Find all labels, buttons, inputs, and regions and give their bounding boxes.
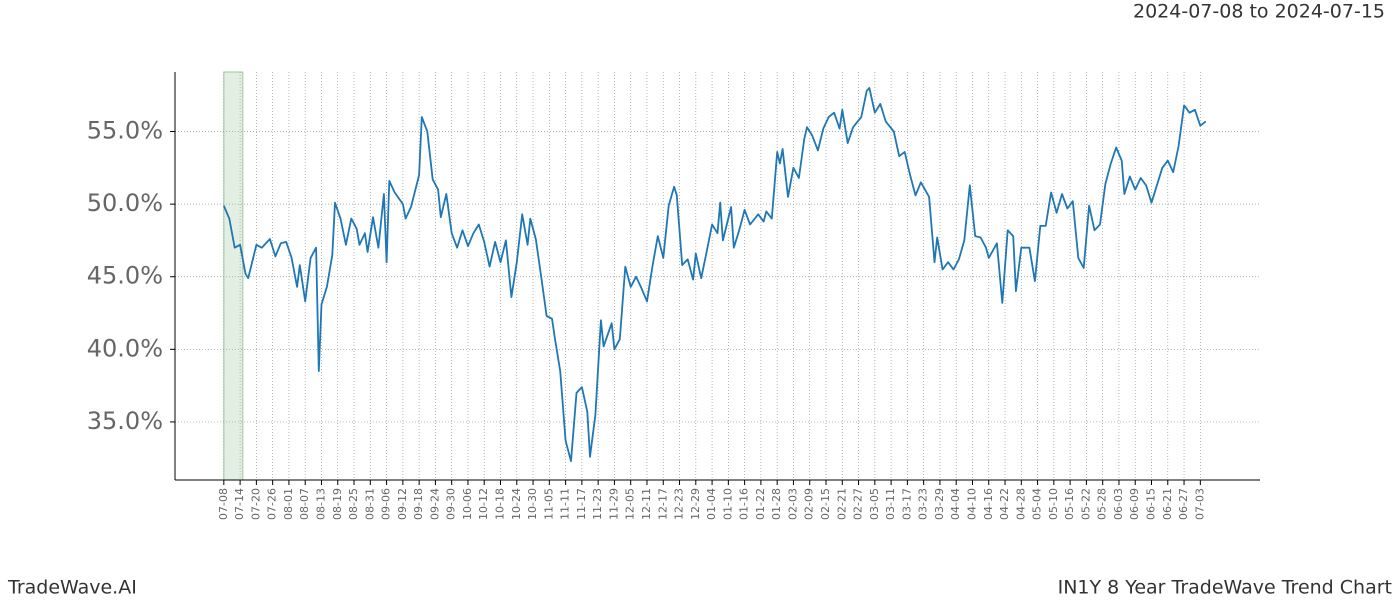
x-tick-label: 09-18 [412,488,425,520]
x-tick-label: 01-04 [705,488,718,520]
x-tick-label: 03-17 [900,488,913,520]
x-tick-label: 09-30 [445,488,458,520]
x-tick-label: 10-30 [526,488,539,520]
x-tick-label: 08-01 [282,488,295,520]
x-tick-label: 11-11 [559,488,572,520]
x-tick-label: 02-21 [835,488,848,520]
x-tick-label: 02-15 [819,488,832,520]
x-tick-label: 10-24 [510,488,523,520]
trend-line [222,87,1207,462]
x-tick-label: 01-16 [738,488,751,520]
date-range: 2024-07-08 to 2024-07-15 [1133,1,1385,23]
x-tick-label: 08-13 [314,488,327,520]
y-tick-label: 40.0% [87,334,163,362]
x-tick-label: 03-23 [917,488,930,520]
x-tick-label: 04-28 [1014,488,1027,520]
x-tick-label: 05-22 [1079,488,1092,520]
x-tick-label: 11-17 [575,488,588,520]
x-tick-label: 08-31 [363,488,376,520]
x-tick-label: 02-03 [786,488,799,520]
x-tick-label: 11-29 [607,488,620,520]
x-tick-label: 01-28 [770,488,783,520]
x-tick-label: 06-15 [1145,488,1158,520]
x-tick-label: 09-06 [380,488,393,520]
x-tick-label: 02-09 [803,488,816,520]
x-tick-label: 11-23 [591,488,604,520]
x-tick-label: 11-05 [542,488,555,520]
x-tick-label: 08-07 [298,488,311,520]
x-tick-label: 05-28 [1096,488,1109,520]
x-tick-label: 02-27 [852,488,865,520]
x-tick-label: 12-11 [640,488,653,520]
x-tick-label: 05-04 [1031,488,1044,520]
y-tick-label: 35.0% [87,407,163,435]
x-tick-label: 07-20 [249,488,262,520]
x-tick-label: 04-22 [998,488,1011,520]
x-tick-label: 09-24 [428,488,441,520]
x-tick-label: 04-04 [949,488,962,520]
x-tick-label: 07-14 [233,488,246,520]
x-tick-label: 07-26 [266,488,279,520]
x-tick-label: 10-18 [494,488,507,520]
x-tick-label: 04-10 [965,488,978,520]
x-tick-label: 01-10 [721,488,734,520]
x-tick-label: 06-03 [1112,488,1125,520]
x-tick-label: 03-11 [884,488,897,520]
x-tick-label: 12-05 [624,488,637,520]
x-tick-label: 05-10 [1047,488,1060,520]
x-tick-label: 07-03 [1193,488,1206,520]
x-tick-label: 10-06 [461,488,474,520]
x-tick-label: 05-16 [1063,488,1076,520]
x-tick-label: 06-21 [1161,488,1174,520]
chart-title: IN1Y 8 Year TradeWave Trend Chart [1058,577,1392,599]
x-tick-label: 03-29 [933,488,946,520]
x-tick-label: 12-23 [673,488,686,520]
x-tick-label: 09-12 [396,488,409,520]
x-tick-label: 06-09 [1128,488,1141,520]
x-tick-label: 01-22 [754,488,767,520]
x-tick-label: 07-08 [217,488,230,520]
x-tick-label: 03-05 [868,488,881,520]
x-tick-label: 04-16 [982,488,995,520]
brand: TradeWave.AI [7,577,137,599]
y-tick-label: 45.0% [87,262,163,290]
x-tick-label: 12-29 [689,488,702,520]
x-tick-label: 06-27 [1177,488,1190,520]
x-tick-label: 12-17 [656,488,669,520]
y-tick-label: 50.0% [87,189,163,217]
y-tick-label: 55.0% [87,117,163,145]
x-tick-label: 08-19 [331,488,344,520]
x-tick-label: 08-25 [347,488,360,520]
x-tick-label: 10-12 [477,488,490,520]
